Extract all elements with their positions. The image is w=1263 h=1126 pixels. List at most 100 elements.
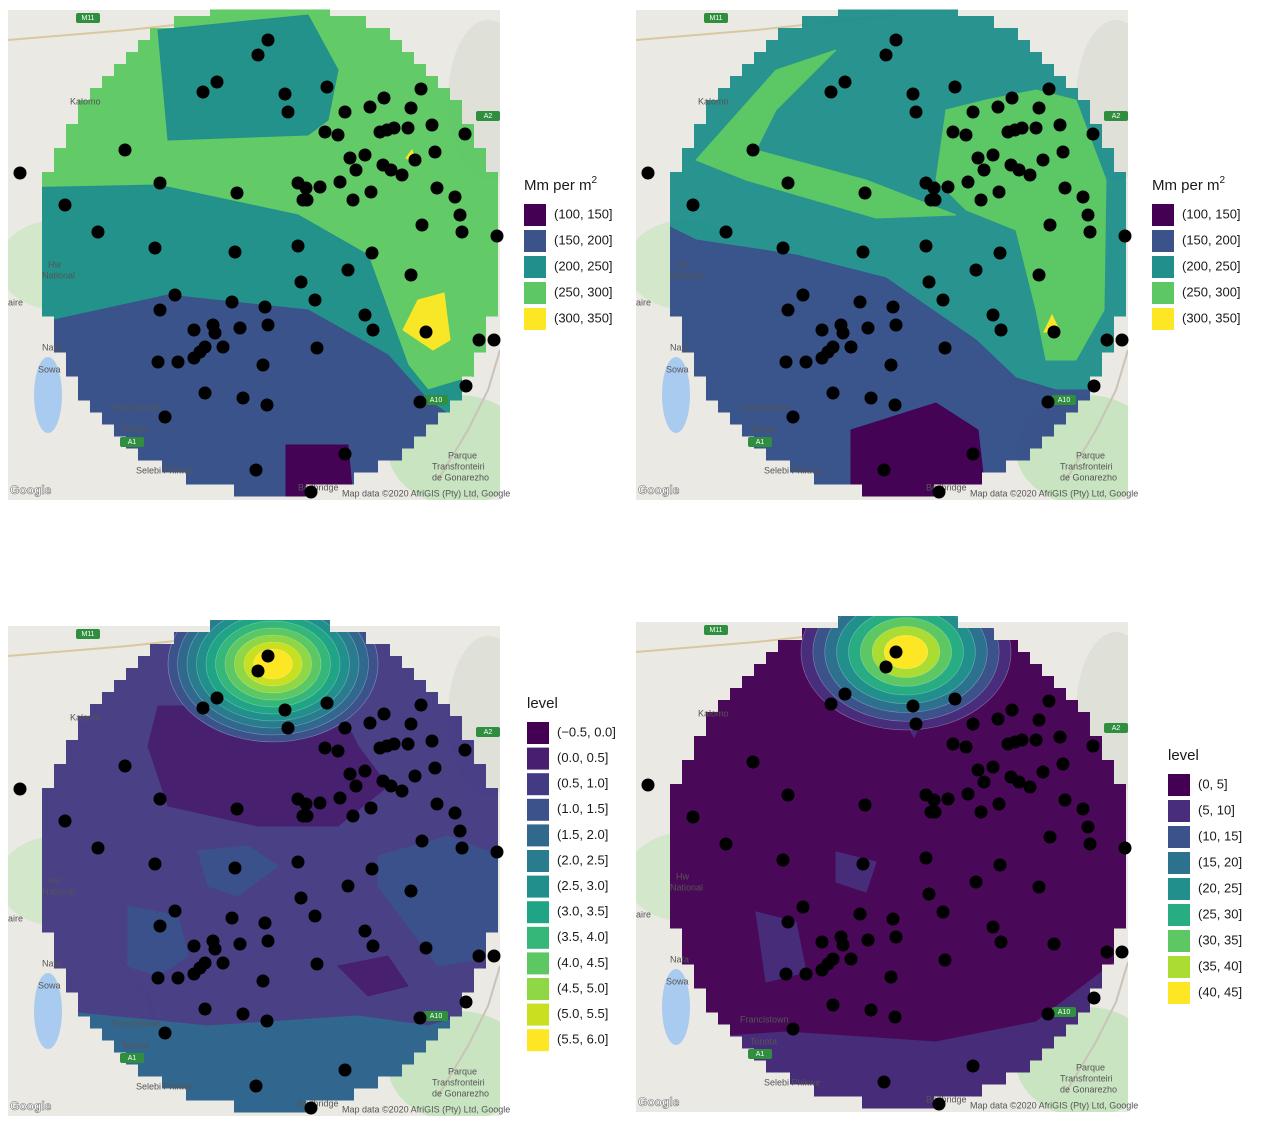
station-point <box>347 194 360 207</box>
station-point <box>1024 781 1037 794</box>
station-point <box>800 968 813 981</box>
station-point <box>845 341 858 354</box>
station-point <box>460 996 473 1009</box>
station-point <box>402 738 415 751</box>
road-number: A10 <box>430 1013 443 1020</box>
station-point <box>169 905 182 918</box>
station-point <box>314 181 327 194</box>
map-label: Sowa <box>38 364 61 374</box>
station-point <box>925 194 938 207</box>
map-label: Francistown <box>112 402 161 412</box>
station-point <box>359 309 372 322</box>
station-point <box>923 276 936 289</box>
station-point <box>188 940 201 953</box>
map-panel: M11KalomoHwNationalaireNataSowaFrancisto… <box>626 574 1156 1117</box>
station-point <box>978 164 991 177</box>
station-point <box>854 296 867 309</box>
legend-label: (0, 5] <box>1198 776 1228 791</box>
station-point <box>292 856 305 869</box>
station-point <box>282 106 295 119</box>
station-point <box>857 858 870 871</box>
station-point <box>837 327 850 340</box>
map-label: aire <box>636 909 651 919</box>
station-point <box>378 708 391 721</box>
legend-label: (250, 300] <box>1182 284 1241 299</box>
station-point <box>149 858 162 871</box>
station-point <box>1077 803 1090 816</box>
station-point <box>972 764 985 777</box>
station-point <box>890 931 903 944</box>
station-point <box>1030 734 1043 747</box>
station-point <box>962 788 975 801</box>
road-number: A2 <box>1112 725 1121 732</box>
legend-label: (2.5, 3.0] <box>557 878 608 893</box>
map-label: Sowa <box>666 976 689 986</box>
map-label: Beitbridge <box>926 1094 967 1104</box>
station-point <box>1116 946 1129 959</box>
station-point <box>217 957 230 970</box>
legend-key <box>1168 982 1190 1004</box>
station-point <box>939 342 952 355</box>
legend-title: level <box>527 695 558 712</box>
station-point <box>962 176 975 189</box>
map-label: Selebi Phikwe <box>136 465 193 475</box>
station-point <box>257 975 270 988</box>
station-point <box>1042 1008 1055 1021</box>
legend-label: (300, 350] <box>1182 310 1241 325</box>
station-point <box>1006 704 1019 717</box>
contour-band <box>158 15 338 140</box>
station-point <box>782 789 795 802</box>
legend-key <box>527 850 549 872</box>
station-point <box>305 1102 318 1115</box>
station-point <box>420 942 433 955</box>
station-point <box>309 910 322 923</box>
map-label: Selebi Phikwe <box>764 465 821 475</box>
station-point <box>782 916 795 929</box>
station-point <box>887 913 900 926</box>
legend-label: (10, 15] <box>1198 828 1242 843</box>
station-point <box>402 122 415 135</box>
legend-label: (0.0, 0.5] <box>557 750 608 765</box>
station-point <box>359 149 372 162</box>
station-point <box>947 738 960 751</box>
legend-key <box>1152 256 1174 278</box>
legend-key <box>524 282 546 304</box>
legend-key <box>1152 204 1174 226</box>
legend-key <box>1168 904 1190 926</box>
station-point <box>854 908 867 921</box>
legend-label: (5.5, 6.0] <box>557 1032 608 1047</box>
station-point <box>262 34 275 47</box>
station-point <box>420 326 433 339</box>
map-label: Kalomo <box>698 96 729 106</box>
station-point <box>342 264 355 277</box>
station-point <box>880 661 893 674</box>
station-point <box>415 83 428 96</box>
station-point <box>226 912 239 925</box>
station-point <box>1033 714 1046 727</box>
road-number: A1 <box>756 1051 765 1058</box>
station-point <box>859 187 872 200</box>
station-point <box>1048 326 1061 339</box>
station-point <box>1088 380 1101 393</box>
station-point <box>890 34 903 47</box>
map-label: aire <box>8 297 23 307</box>
station-point <box>994 247 1007 260</box>
map-label: Map data ©2020 AfriGIS (Pty) Ltd, Google <box>970 1100 1138 1110</box>
station-point <box>825 698 838 711</box>
station-point <box>359 765 372 778</box>
map-label: Nata <box>42 958 61 968</box>
station-point <box>642 779 655 792</box>
station-point <box>297 194 310 207</box>
station-point <box>889 399 902 412</box>
station-point <box>970 876 983 889</box>
road-number: M11 <box>709 15 722 22</box>
station-point <box>1087 128 1100 141</box>
station-point <box>92 226 105 239</box>
legend-key <box>527 773 549 795</box>
station-point <box>262 935 275 948</box>
legend-key <box>1168 774 1190 796</box>
station-point <box>259 301 272 314</box>
legend-label: (100, 150] <box>1182 206 1241 221</box>
station-point <box>995 936 1008 949</box>
station-point <box>865 1004 878 1017</box>
